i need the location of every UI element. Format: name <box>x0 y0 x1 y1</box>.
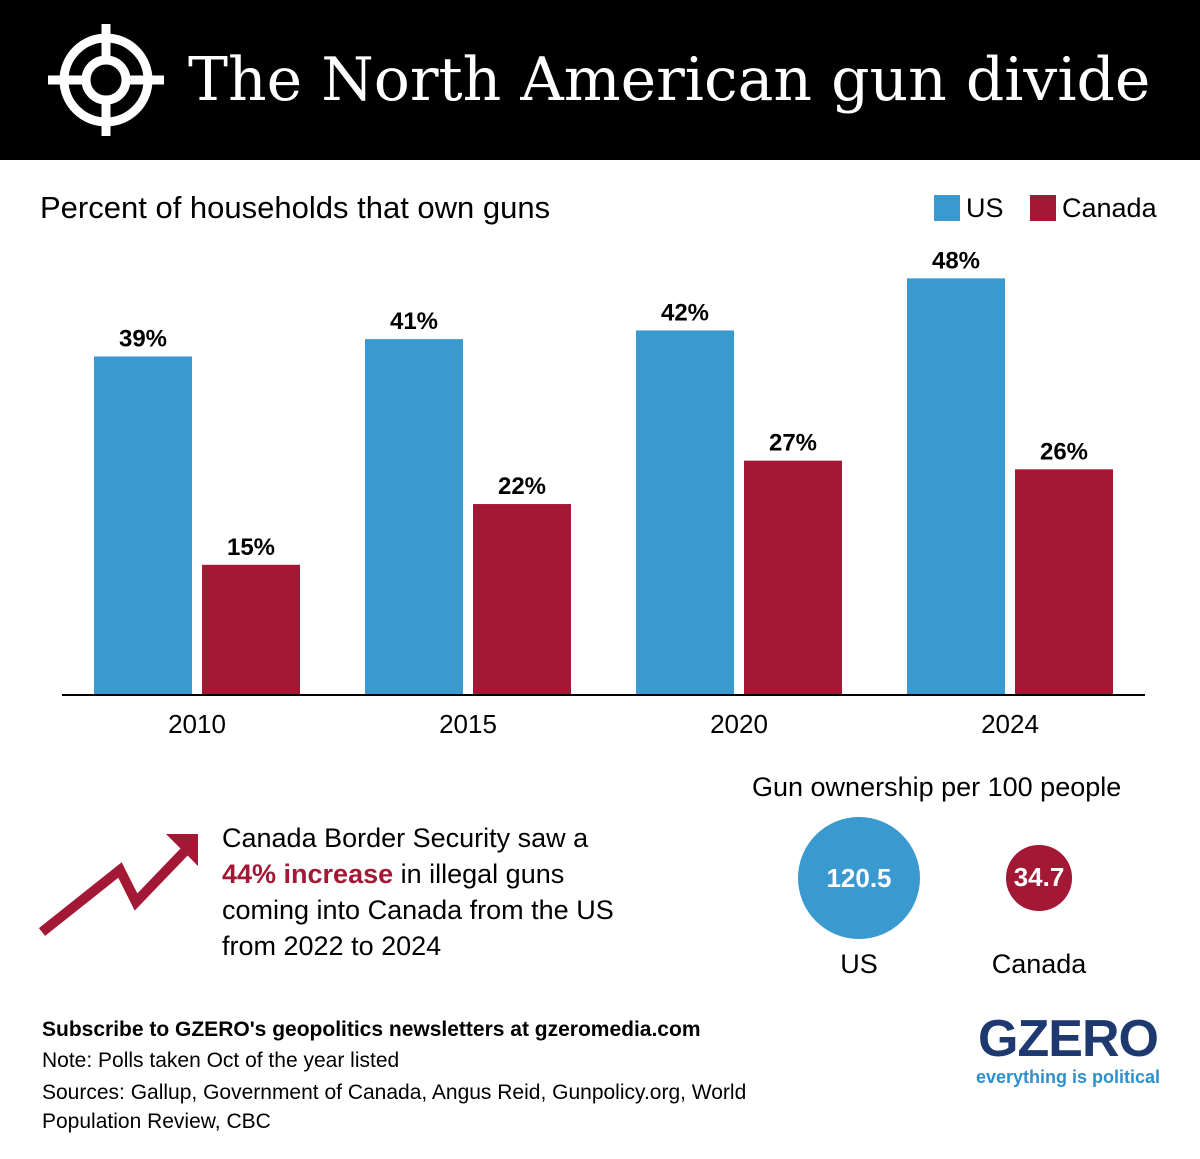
logo-wordmark: GZERO <box>978 1010 1159 1068</box>
data-label-canada-2024: 26% <box>1040 438 1088 465</box>
data-label-us-2010: 39% <box>119 325 167 352</box>
bubble-label-canada: Canada <box>991 949 1087 979</box>
callout-before: Canada Border Security saw a <box>222 823 589 853</box>
bubble-us: 120.5 <box>798 817 920 939</box>
callout-highlight: 44% increase <box>222 859 394 889</box>
crosshair-icon <box>48 24 164 136</box>
bar-canada-2020 <box>744 460 842 695</box>
bubble-label-us: US <box>840 949 878 979</box>
bar-us-2010 <box>94 356 192 695</box>
legend-label-canada: Canada <box>1062 193 1157 223</box>
trend-up-arrow-icon <box>38 834 198 936</box>
data-label-us-2015: 41% <box>390 308 438 335</box>
data-label-us-2024: 48% <box>932 247 980 274</box>
x-tick-2015: 2015 <box>439 709 497 739</box>
legend-swatch-us <box>934 195 960 221</box>
header-banner: The North American gun divide <box>0 0 1200 160</box>
legend-swatch-canada <box>1030 195 1056 221</box>
legend-item-us: US <box>934 192 1004 224</box>
bar-us-2015 <box>365 339 463 695</box>
sources-text: Sources: Gallup, Government of Canada, A… <box>42 1081 747 1133</box>
subscribe-text: Subscribe to GZERO's geopolitics newslet… <box>42 1018 701 1041</box>
data-label-canada-2020: 27% <box>769 430 817 457</box>
gzero-logo: GZERO everything is political <box>972 1012 1164 1088</box>
bar-canada-2024 <box>1015 469 1113 695</box>
note-text: Note: Polls taken Oct of the year listed <box>42 1049 400 1072</box>
logo-tagline: everything is political <box>975 1067 1161 1087</box>
bubble-canada: 34.7 <box>1006 845 1072 911</box>
data-label-canada-2010: 15% <box>227 534 275 561</box>
bar-canada-2015 <box>473 504 571 695</box>
data-label-canada-2015: 22% <box>498 473 546 500</box>
x-tick-2024: 2024 <box>981 709 1039 739</box>
bar-chart: 39% 15% 2010 41% 22% 2015 42% 27% 2020 48% 26% 2024 <box>62 247 1145 739</box>
x-tick-2010: 2010 <box>168 709 226 739</box>
data-label-us-2020: 42% <box>661 299 709 326</box>
bar-canada-2010 <box>202 564 300 695</box>
chart-title: Percent of households that own guns <box>40 190 551 225</box>
bar-us-2020 <box>636 330 734 695</box>
callout-text: Canada Border Security saw a 44% increas… <box>222 820 642 964</box>
per100-title: Gun ownership per 100 people <box>752 772 1122 802</box>
x-tick-2020: 2020 <box>710 709 768 739</box>
legend-label-us: US <box>966 193 1004 223</box>
callout-after: in illegal guns coming into Canada from … <box>222 859 614 961</box>
bar-us-2024 <box>907 278 1005 695</box>
page-title: The North American gun divide <box>188 45 1151 115</box>
legend-item-canada: Canada <box>1030 192 1157 224</box>
